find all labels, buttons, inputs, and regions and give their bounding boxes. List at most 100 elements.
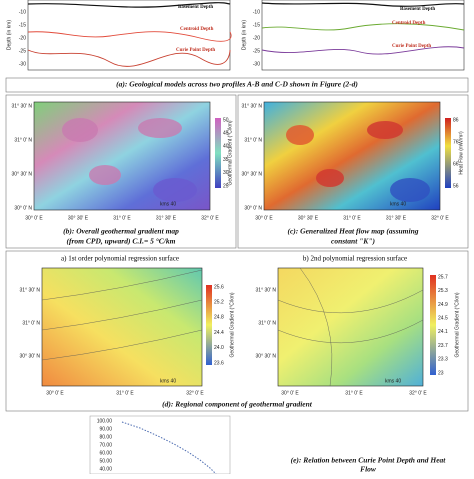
lon-label: 30° 30' E — [298, 215, 319, 221]
colorbar-tick: 23.6 — [214, 360, 224, 366]
lon-label: 30° 0' E — [281, 390, 299, 396]
anomaly — [89, 165, 121, 185]
lon-label: 31° 30' E — [386, 215, 407, 221]
lon-label: 31° 30' E — [156, 215, 177, 221]
colorbar-tick: 24.5 — [438, 315, 448, 321]
panel-e: 100.00 90.00 80.00 70.00 60.00 50.00 40.00 (e)… — [89, 415, 447, 475]
subpanel-title: b) 2nd polynomial regression surface — [303, 255, 407, 263]
lon-label: 30° 0' E — [255, 215, 273, 221]
colorbar — [430, 275, 436, 375]
y-tick-label: -20 — [253, 35, 260, 41]
lon-label: 30° 0' E — [25, 215, 43, 221]
colorbar-tick: 25 — [223, 183, 229, 189]
map — [41, 267, 203, 387]
lon-label: 32° 0' E — [201, 215, 219, 221]
centroid-curve — [261, 23, 465, 31]
lat-label: 31° 0' N — [244, 137, 262, 143]
anomaly — [367, 121, 403, 139]
panel-b: Geothermal Gradient (°C/km) kms 40 31° 3… — [5, 94, 237, 249]
contour — [41, 269, 203, 361]
lat-label: 31° 30' N — [20, 287, 41, 293]
y-tick-label: 70.00 — [99, 442, 112, 448]
y-tick-label: 90.00 — [99, 426, 112, 432]
colorbar-tick: 23.7 — [438, 343, 448, 349]
colorbar — [215, 118, 221, 188]
y-tick-label: 100.00 — [97, 418, 113, 424]
lon-label: 31° 0' E — [345, 390, 363, 396]
anomaly — [390, 178, 430, 202]
colorbar-tick: 25.7 — [438, 274, 448, 280]
y-tick-label: 50.00 — [99, 458, 112, 464]
lon-label: 32° 0' E — [431, 215, 449, 221]
lat-label: 30° 30' N — [12, 171, 33, 177]
map — [277, 267, 424, 387]
colorbar-title: Geothermal Gradient (°C/km) — [227, 120, 233, 185]
colorbar-tick: 24.0 — [214, 345, 224, 351]
profile-frame — [261, 0, 465, 71]
y-tick-label: 80.00 — [99, 434, 112, 440]
caption: (a): Geological models across two profil… — [116, 80, 358, 89]
colorbar-tick: 56 — [453, 183, 459, 189]
panel-a: Basement Depth Centroid Depth Curie Poin… — [5, 0, 469, 93]
colorbar-tick: 23.3 — [438, 357, 448, 363]
colorbar-tick: 25.2 — [214, 300, 224, 306]
lon-label: 31° 0' E — [343, 215, 361, 221]
lat-label: 31° 30' N — [256, 287, 277, 293]
panel-c: Heat Flow (mW/m²) kms 40 31° 30' N 31° 0'… — [237, 94, 469, 249]
lon-label: 31° 0' E — [113, 215, 131, 221]
lat-label: 31° 30' N — [12, 103, 33, 109]
profile-frame — [27, 0, 231, 71]
y-tick-label: -30 — [19, 61, 26, 67]
basement-curve — [261, 2, 465, 7]
curie-curve — [261, 46, 465, 55]
lat-label: 31° 0' N — [22, 320, 40, 326]
caption: (from CPD, upward) C.I.= 5 °C/km — [67, 237, 176, 246]
colorbar-tick: 76 — [453, 139, 459, 145]
caption: Flow — [360, 465, 377, 474]
panel-d: a) 1st order polynomial regression surfa… — [5, 250, 469, 412]
scale-label: kms 40 — [160, 378, 176, 384]
contour — [277, 267, 424, 387]
y-tick-label: -25 — [253, 48, 260, 54]
curve-label: Centroid Depth — [392, 21, 426, 26]
colorbar — [445, 118, 451, 188]
centroid-curve — [27, 31, 232, 42]
panel-frame — [237, 94, 469, 249]
colorbar-tick: 24.4 — [214, 330, 224, 336]
colorbar-tick: 23 — [438, 370, 444, 376]
curve-label: Curie Point Depth — [176, 48, 215, 53]
anomaly — [62, 118, 98, 142]
lon-label: 30° 0' E — [46, 390, 64, 396]
lon-label: 30° 30' E — [68, 215, 89, 221]
colorbar-title: Geothermal Gradient (°C/km) — [454, 292, 460, 357]
scale-label: kms 40 — [385, 378, 401, 384]
colorbar-tick: 24.8 — [214, 315, 224, 321]
map-ticks: 31° 30' N 31° 0' N 30° 30' N 30° 0' N 30° 0'… — [242, 103, 459, 221]
y-tick-label: -20 — [19, 35, 26, 41]
y-ticks: -10 -10 -15 -15 -20 -20 -25 -25 -30 -30 — [19, 9, 260, 67]
panel-frame — [5, 250, 469, 412]
y-tick-label: -15 — [253, 22, 260, 28]
curve-label: Basement Depth — [400, 7, 435, 12]
map-ticks: 31° 30' N 31° 0' N 30° 30' N 30° 0' N 30° 0'… — [12, 103, 229, 221]
lon-label: 32° 0' E — [186, 390, 204, 396]
subpanel-title: a) 1st order polynomial regression surfa… — [61, 255, 179, 263]
caption: (e): Relation between Curie Point Depth … — [291, 456, 447, 465]
colorbar — [206, 285, 212, 365]
caption: (c): Generalized Heat flow map (assuming — [287, 227, 418, 236]
y-ticks: 100.00 90.00 80.00 70.00 60.00 50.00 40.00 — [97, 418, 113, 472]
y-tick-label: 60.00 — [99, 450, 112, 456]
trend — [121, 421, 217, 475]
lat-label: 31° 30' N — [242, 103, 263, 109]
scale-label: kms 40 — [160, 201, 176, 207]
lon-label: 32° 0' E — [409, 390, 427, 396]
colorbar-tick: 50 — [223, 117, 229, 123]
y-tick-label: -10 — [19, 9, 26, 15]
y-tick-label: 40.00 — [99, 466, 112, 472]
colorbar-tick: 25.3 — [438, 288, 448, 294]
lat-label: 30° 30' N — [256, 353, 277, 359]
lat-label: 31° 0' N — [14, 137, 32, 143]
colorbar-title: Heat Flow (mW/m²) — [458, 131, 464, 175]
colorbar-tick: 66 — [453, 161, 459, 167]
